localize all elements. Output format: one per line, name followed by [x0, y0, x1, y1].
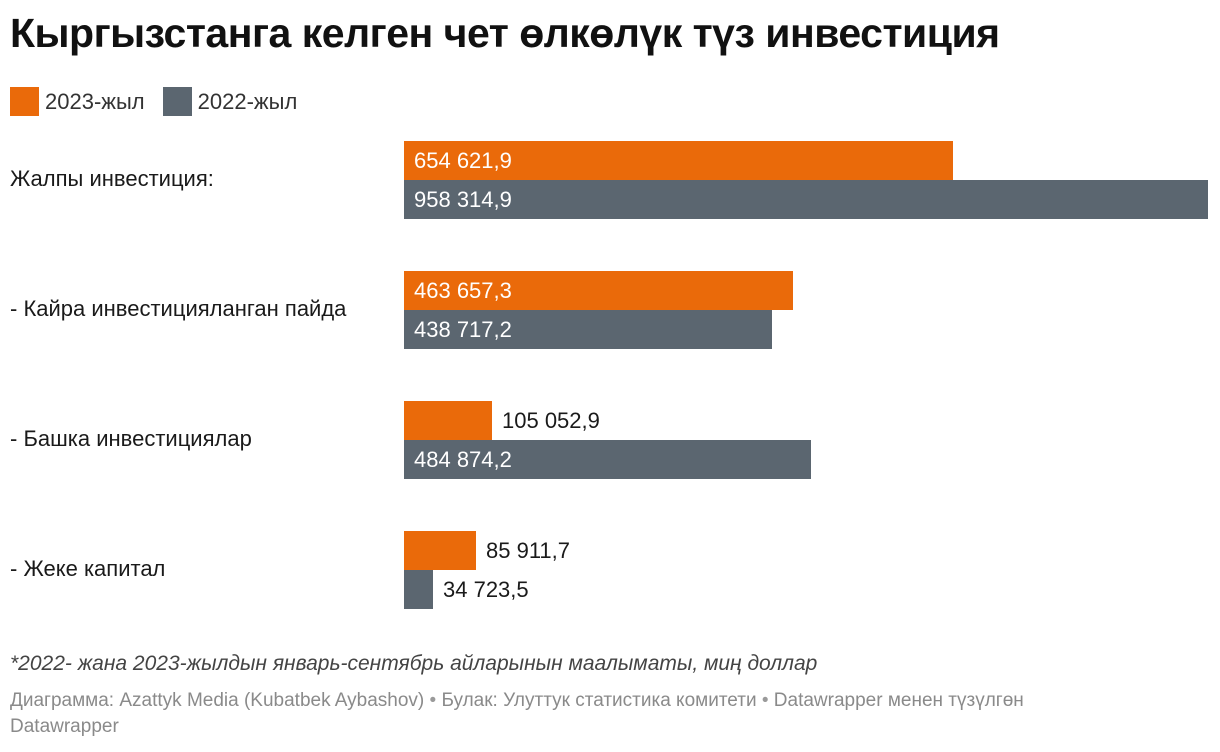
category-label: Жалпы инвестиция:: [10, 166, 214, 191]
bar-2023-жыл: [404, 531, 476, 570]
bar-value-label: 438 717,2: [414, 317, 512, 342]
source-line: Диаграмма: Azattyk Media (Kubatbek Aybas…: [10, 688, 1215, 740]
bar-2023-жыл: [404, 271, 793, 310]
source-text: Булак: Улуттук статистика комитети: [441, 690, 757, 711]
bar-value-label: 105 052,9: [502, 408, 600, 433]
legend-item-2023: 2023-жыл: [10, 87, 145, 116]
bar-2022-жыл: [404, 180, 1208, 219]
datawrapper-brand[interactable]: Datawrapper: [10, 716, 119, 737]
category-label: - Кайра инвестицияланган пайда: [10, 296, 347, 321]
legend-item-2022: 2022-жыл: [162, 87, 298, 116]
bar-2022-жыл: [404, 440, 811, 479]
credit-text: Диаграмма: Azattyk Media (Kubatbek Aybas…: [10, 690, 425, 711]
bar-2023-жыл: [404, 141, 953, 180]
footnote: *2022- жана 2023-жылдын январь-сентябрь …: [10, 652, 818, 675]
separator-1: •: [429, 690, 437, 711]
legend-label-2022: 2022-жыл: [197, 88, 298, 114]
chart-title: Кыргызстанга келген чет өлкөлүк түз инве…: [10, 10, 1000, 56]
bar-2022-жыл: [404, 570, 433, 609]
separator-2: •: [761, 690, 769, 711]
bar-value-label: 958 314,9: [414, 187, 512, 212]
bar-value-label: 34 723,5: [443, 577, 529, 602]
bar-value-label: 463 657,3: [414, 278, 512, 303]
bar-value-label: 85 911,7: [486, 538, 571, 563]
legend-swatch-2022: [162, 87, 192, 116]
made-with-text: Datawrapper менен түзүлгөн: [773, 690, 1024, 711]
bar-value-label: 654 621,9: [414, 148, 512, 173]
category-label: - Башка инвестициялар: [10, 426, 252, 451]
legend-swatch-2023: [10, 87, 39, 116]
bar-value-label: 484 874,2: [414, 447, 512, 472]
category-label: - Жеке капитал: [10, 556, 166, 581]
legend-label-2023: 2023-жыл: [45, 88, 145, 114]
bar-2023-жыл: [404, 401, 492, 440]
legend: 2023-жыл 2022-жыл: [10, 87, 315, 116]
bar-2022-жыл: [404, 310, 772, 349]
